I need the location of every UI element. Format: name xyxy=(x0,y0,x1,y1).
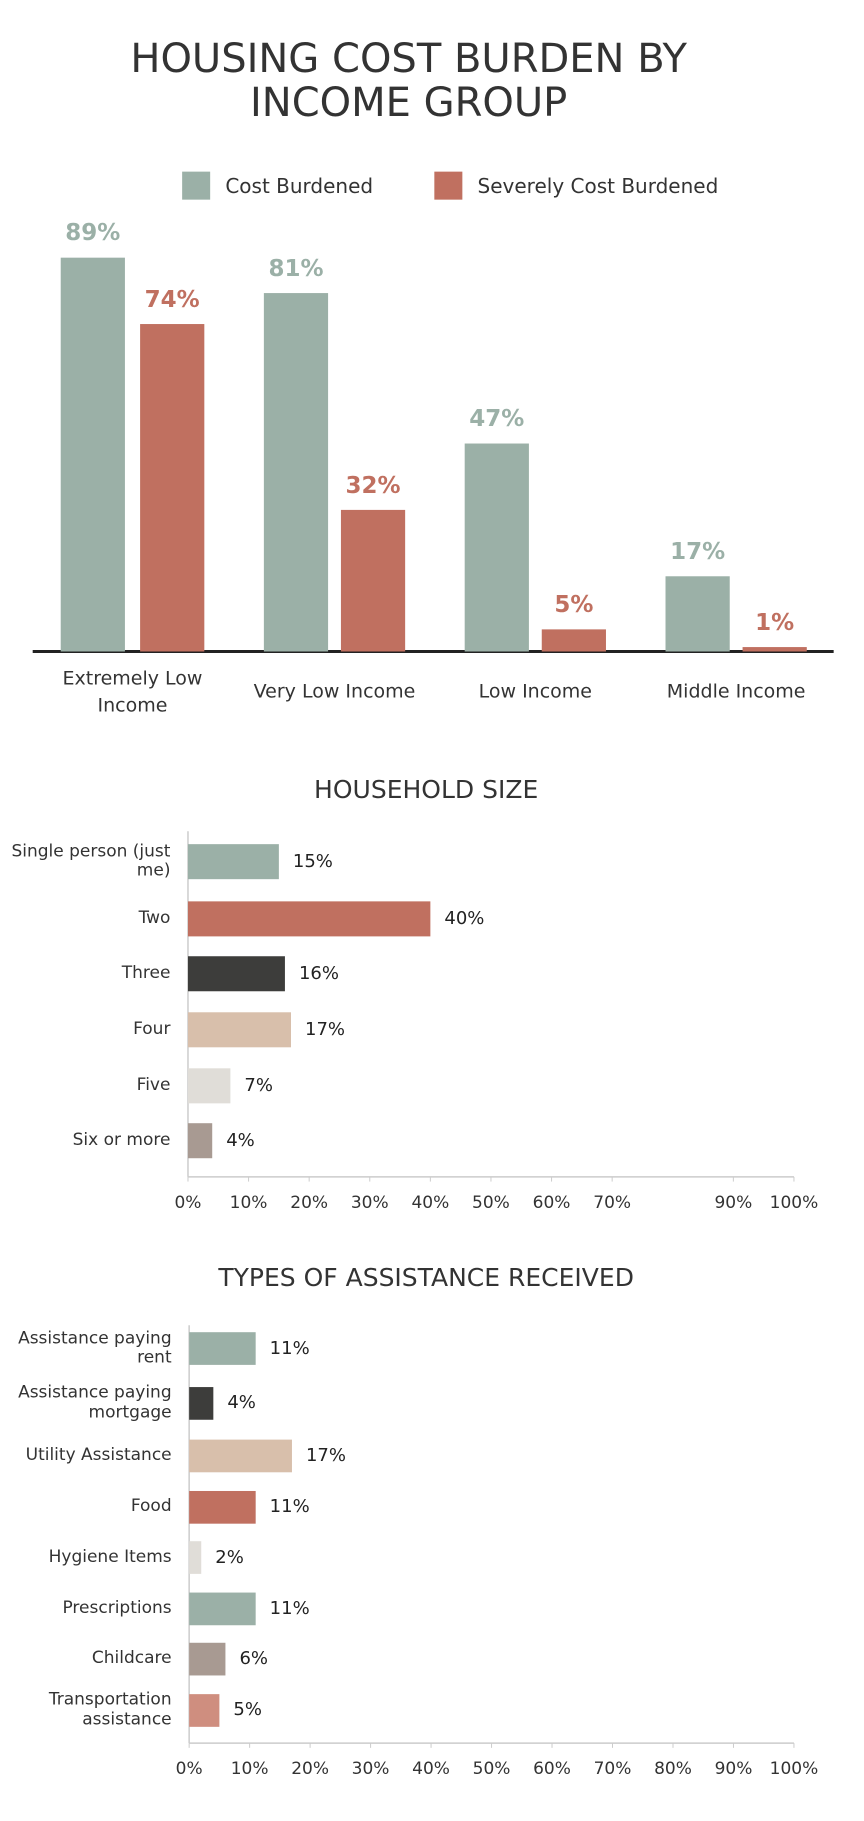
x-tick-label: Extremely Low Income xyxy=(62,667,203,717)
y-tick-label: Six or more xyxy=(72,1129,171,1150)
bar xyxy=(60,257,125,652)
bar xyxy=(263,293,329,652)
bar xyxy=(189,1642,226,1676)
x-tick-label: 40% xyxy=(412,1758,450,1779)
value-label: 7% xyxy=(244,1075,273,1097)
value-label: 11% xyxy=(269,1496,310,1518)
bar xyxy=(464,443,529,652)
bar xyxy=(189,1541,202,1574)
chart-title: HOUSEHOLD SIZE xyxy=(314,775,539,805)
value-label: 4% xyxy=(227,1392,256,1414)
x-tick-label: 50% xyxy=(472,1192,510,1213)
x-tick-label: 0% xyxy=(175,1758,203,1779)
value-label: 4% xyxy=(226,1129,255,1151)
y-tick-label: Four xyxy=(133,1019,171,1040)
bar xyxy=(189,1694,220,1727)
x-tick-label: 30% xyxy=(351,1758,390,1779)
value-label: 89% xyxy=(65,220,121,247)
value-label: 74% xyxy=(144,286,200,313)
x-tick-label: 10% xyxy=(229,1192,268,1213)
legend-swatch xyxy=(182,171,211,200)
x-tick-label: 90% xyxy=(714,1758,753,1779)
value-label: 5% xyxy=(554,592,594,619)
x-tick-label: 20% xyxy=(291,1758,329,1779)
value-label: 16% xyxy=(298,962,339,984)
value-label: 5% xyxy=(233,1699,262,1721)
value-label: 2% xyxy=(215,1546,244,1568)
value-label: 17% xyxy=(305,1445,346,1467)
y-tick-label: Food xyxy=(130,1496,172,1517)
y-tick-label: Assistance paying mortgage xyxy=(18,1382,172,1423)
x-tick-label: Middle Income xyxy=(666,681,806,704)
y-tick-label: Childcare xyxy=(91,1648,172,1669)
x-tick-label: Low Income xyxy=(478,681,592,704)
bar xyxy=(189,1490,256,1524)
y-tick-label: Two xyxy=(138,908,171,929)
value-label: 1% xyxy=(755,609,795,636)
chart-title: HOUSING COST BURDEN BY INCOME GROUP xyxy=(130,35,687,126)
value-label: 15% xyxy=(292,850,333,872)
x-tick-label: 100% xyxy=(769,1192,819,1213)
legend-swatch xyxy=(434,171,463,200)
value-label: 81% xyxy=(268,255,324,282)
y-tick-label: Hygiene Items xyxy=(48,1546,172,1567)
bar xyxy=(189,1439,292,1473)
legend-label: Severely Cost Burdened xyxy=(477,173,719,198)
value-label: 17% xyxy=(305,1018,346,1040)
bar xyxy=(187,901,431,937)
x-tick-label: 40% xyxy=(411,1192,450,1213)
y-tick-label: Three xyxy=(121,962,171,983)
x-tick-label: 70% xyxy=(593,1192,632,1213)
x-tick-label: 50% xyxy=(472,1758,511,1779)
x-tick-label: 80% xyxy=(654,1758,692,1779)
x-tick-label: 60% xyxy=(533,1758,571,1779)
value-label: 17% xyxy=(670,539,726,566)
bar xyxy=(187,956,285,992)
bar xyxy=(340,509,406,652)
bar xyxy=(742,647,807,652)
value-label: 32% xyxy=(345,472,401,499)
x-tick-label: 10% xyxy=(230,1758,269,1779)
y-tick-label: Five xyxy=(136,1075,171,1096)
x-tick-label: 100% xyxy=(769,1758,819,1779)
bar xyxy=(187,1068,231,1104)
legend-label: Cost Burdened xyxy=(225,173,374,198)
bar xyxy=(187,1123,213,1159)
y-tick-label: Transportation assistance xyxy=(48,1689,172,1730)
x-tick-label: 0% xyxy=(174,1192,202,1213)
bar xyxy=(665,576,730,652)
y-tick-label: Assistance paying rent xyxy=(18,1327,172,1368)
bar xyxy=(541,629,606,652)
value-label: 6% xyxy=(239,1648,268,1670)
value-label: 40% xyxy=(444,908,485,930)
bar xyxy=(189,1592,256,1626)
x-tick-label: 60% xyxy=(532,1192,571,1213)
x-tick-label: 70% xyxy=(593,1758,632,1779)
bar xyxy=(189,1332,256,1365)
bar xyxy=(189,1387,214,1420)
chart-title: TYPES OF ASSISTANCE RECEIVED xyxy=(218,1263,634,1293)
value-label: 11% xyxy=(269,1598,310,1620)
value-label: 11% xyxy=(269,1337,310,1359)
value-label: 47% xyxy=(469,406,525,433)
bar xyxy=(187,1012,291,1048)
bar xyxy=(187,844,279,880)
x-tick-label: 90% xyxy=(714,1192,753,1213)
y-tick-label: Single person (just me) xyxy=(11,841,171,881)
y-tick-label: Prescriptions xyxy=(62,1598,172,1619)
x-tick-label: 30% xyxy=(350,1192,389,1213)
x-tick-label: Very Low Income xyxy=(253,681,416,704)
bar xyxy=(140,324,205,652)
y-tick-label: Utility Assistance xyxy=(25,1445,172,1466)
x-tick-label: 20% xyxy=(290,1192,329,1213)
